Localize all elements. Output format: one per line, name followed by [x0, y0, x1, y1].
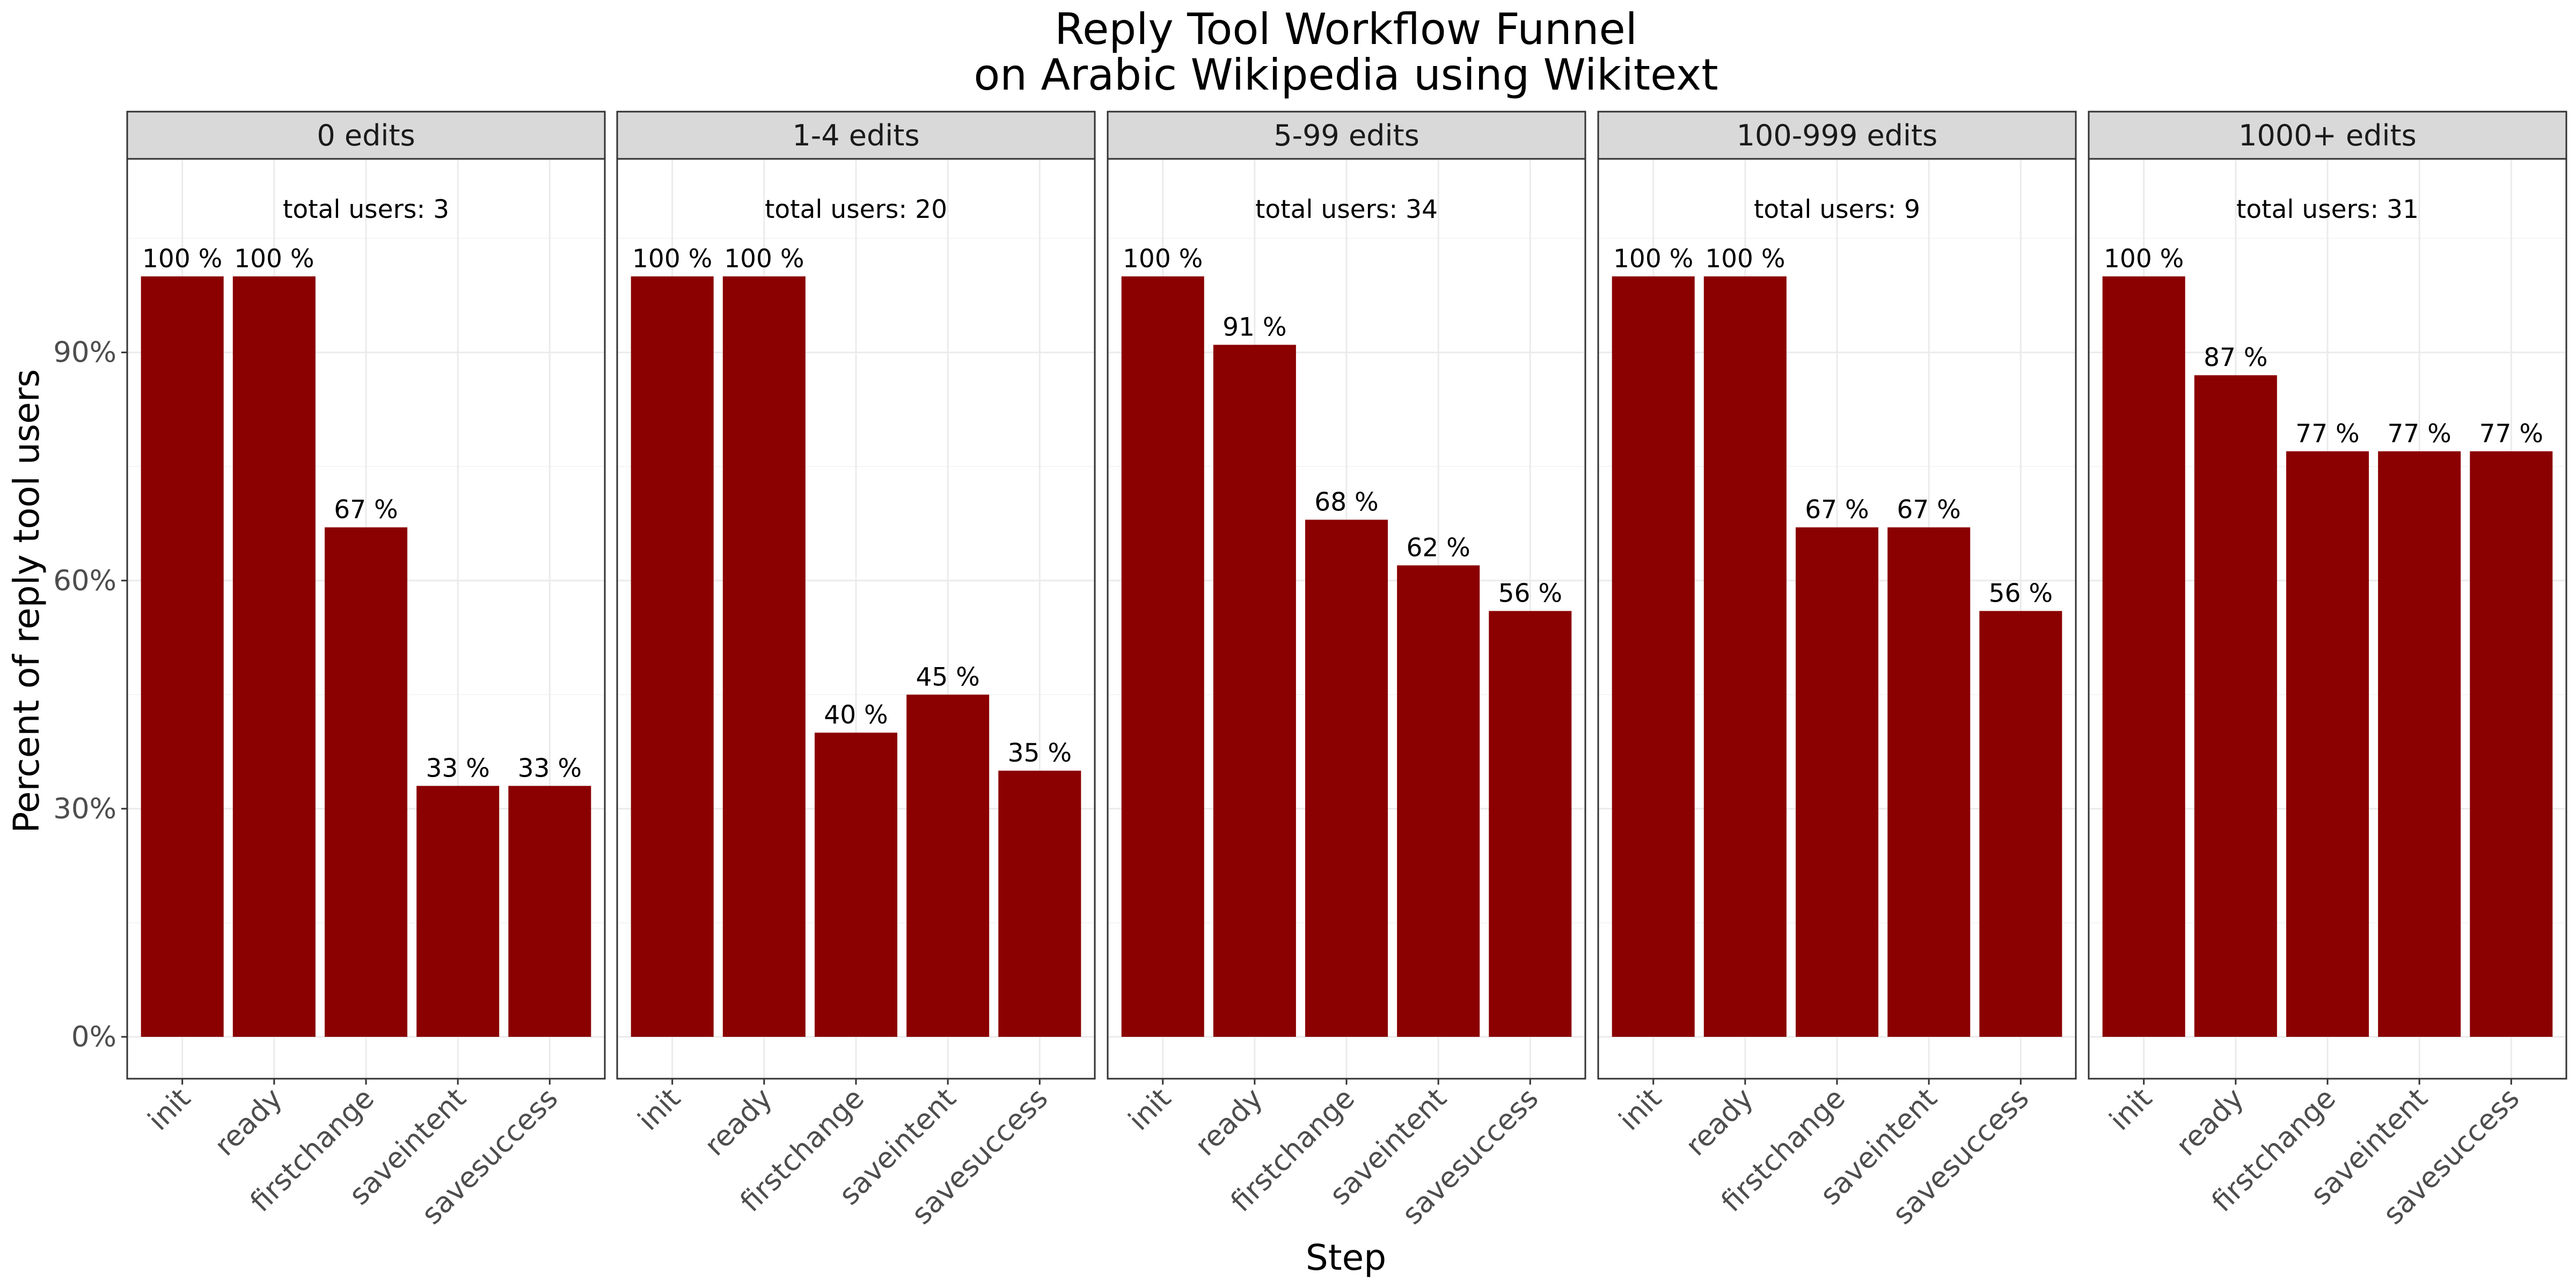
facet-strip-label: 1-4 edits [792, 119, 919, 152]
facet-strip [616, 111, 1096, 160]
bar-value-label: 100 % [142, 244, 222, 274]
bar-value-label: 67 % [334, 495, 398, 525]
bar-saveintent [1397, 565, 1480, 1037]
bar-firstchange [324, 527, 408, 1037]
bar-ready [1703, 276, 1787, 1037]
bar-savesuccess [508, 786, 591, 1037]
total-users-label: total users: 34 [1255, 195, 1438, 224]
bar-ready [1213, 345, 1296, 1037]
facet-strip [1597, 111, 2077, 160]
bar-value-label: 91 % [1223, 313, 1286, 342]
y-axis-title: Percent of reply tool users [6, 369, 47, 833]
bar-init [141, 276, 224, 1037]
y-axis: 0% 30% 60% 90% [53, 336, 127, 1053]
bar-savesuccess [998, 771, 1081, 1037]
bar-firstchange [2286, 451, 2369, 1037]
bar-value-label: 40 % [824, 700, 888, 730]
bar-value-label: 68 % [1314, 487, 1378, 517]
bar-value-label: 35 % [1008, 738, 1072, 768]
facet-strip-label: 100-999 edits [1737, 119, 1938, 152]
bar-value-label: 77 % [2387, 419, 2451, 449]
bar-value-label: 77 % [2295, 419, 2359, 449]
bar-ready [232, 276, 316, 1037]
bar-value-label: 100 % [724, 244, 804, 274]
bar-value-label: 56 % [1989, 579, 2053, 608]
total-users-label: total users: 20 [765, 195, 947, 224]
facet-strip-label: 0 edits [317, 119, 415, 152]
x-axis-title: Step [1306, 1237, 1386, 1278]
facet-strip-label: 5-99 edits [1274, 119, 1419, 152]
facet-panel: 100 % 87 % 77 % 77 % 77 % total users: 31 1000… [2088, 111, 2567, 1231]
total-users-label: total users: 31 [2236, 195, 2419, 224]
bar-savesuccess [1489, 611, 1572, 1037]
bar-value-label: 77 % [2479, 419, 2543, 449]
bar-firstchange [1795, 527, 1879, 1037]
total-users-label: total users: 3 [283, 195, 449, 224]
facet-strip [1107, 111, 1586, 160]
y-tick-label: 0% [71, 1021, 116, 1053]
bar-value-label: 100 % [2104, 244, 2184, 274]
y-tick-label: 60% [53, 565, 116, 597]
facet-panels: 100 % 100 % 67 % 33 % 33 % total users: 3 0 ed… [126, 111, 2567, 1231]
bar-init [1612, 276, 1695, 1037]
facet-panel: 100 % 100 % 67 % 33 % 33 % total users: 3 0 ed… [126, 111, 606, 1231]
facet-panel: 100 % 100 % 40 % 45 % 35 % total users: 20 1-4… [616, 111, 1096, 1231]
bar-saveintent [2378, 451, 2461, 1037]
facet-panel: 100 % 100 % 67 % 67 % 56 % total users: 9 100-… [1597, 111, 2077, 1231]
bar-value-label: 45 % [916, 662, 979, 692]
facet-strip [2088, 111, 2567, 160]
y-tick-label: 30% [53, 793, 116, 825]
bar-value-label: 100 % [1705, 244, 1785, 274]
bar-init [2102, 276, 2185, 1037]
bar-value-label: 67 % [1897, 495, 1960, 525]
y-tick-label: 90% [53, 336, 116, 369]
bar-firstchange [1305, 519, 1388, 1037]
bar-value-label: 56 % [1498, 579, 1562, 608]
bar-value-label: 67 % [1805, 495, 1869, 525]
facet-strip-label: 1000+ edits [2238, 119, 2417, 152]
bar-value-label: 100 % [632, 244, 712, 274]
bar-value-label: 100 % [234, 244, 314, 274]
bar-value-label: 33 % [518, 753, 582, 783]
bar-value-label: 62 % [1406, 533, 1470, 562]
bar-ready [2194, 375, 2277, 1037]
bar-saveintent [906, 694, 990, 1037]
bar-ready [722, 276, 806, 1037]
bar-saveintent [416, 786, 500, 1037]
bar-value-label: 100 % [1613, 244, 1693, 274]
bar-savesuccess [2470, 451, 2553, 1037]
bar-savesuccess [1979, 611, 2062, 1037]
bar-value-label: 87 % [2204, 343, 2267, 372]
bar-init [1121, 276, 1204, 1037]
facet-strip [126, 111, 606, 160]
total-users-label: total users: 9 [1754, 195, 1920, 224]
bar-saveintent [1887, 527, 1971, 1037]
chart-subtitle: on Arabic Wikipedia using Wikitext [974, 50, 1718, 100]
chart-title: Reply Tool Workflow Funnel [1055, 4, 1637, 54]
facet-panel: 100 % 91 % 68 % 62 % 56 % total users: 34 5-99… [1107, 111, 1586, 1231]
bar-firstchange [814, 733, 898, 1037]
bar-init [631, 276, 714, 1037]
bar-value-label: 33 % [426, 753, 489, 783]
bar-value-label: 100 % [1123, 244, 1203, 274]
